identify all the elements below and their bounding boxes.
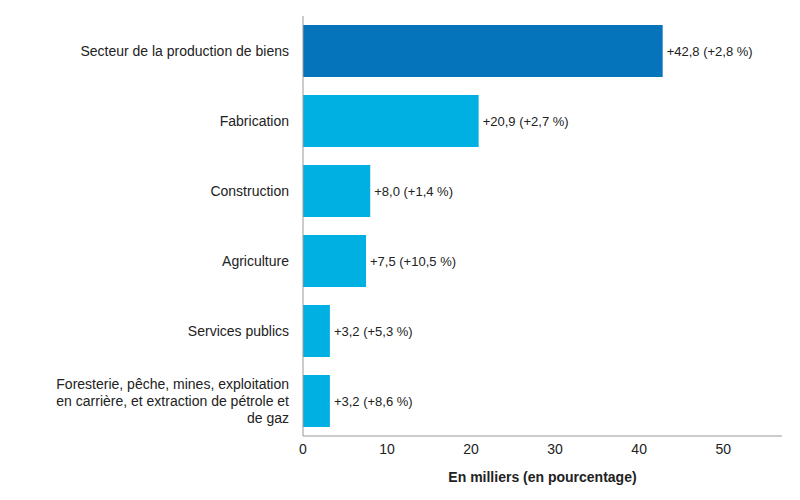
svg-text:Construction: Construction: [210, 183, 289, 199]
svg-text:En milliers (en pourcentage): En milliers (en pourcentage): [448, 469, 636, 485]
svg-text:+3,2 (+5,3 %): +3,2 (+5,3 %): [334, 324, 413, 339]
svg-text:Fabrication: Fabrication: [220, 113, 289, 129]
svg-text:+3,2 (+8,6 %): +3,2 (+8,6 %): [334, 394, 413, 409]
svg-text:+7,5 (+10,5 %): +7,5 (+10,5 %): [370, 254, 456, 269]
svg-text:30: 30: [547, 441, 563, 457]
svg-text:Agriculture: Agriculture: [222, 253, 289, 269]
svg-text:20: 20: [463, 441, 479, 457]
svg-text:0: 0: [299, 441, 307, 457]
svg-text:50: 50: [715, 441, 731, 457]
svg-text:+20,9 (+2,7 %): +20,9 (+2,7 %): [483, 114, 569, 129]
svg-text:Foresterie, pêche, mines, expl: Foresterie, pêche, mines, exploitationen…: [56, 376, 289, 426]
svg-text:10: 10: [379, 441, 395, 457]
svg-text:40: 40: [631, 441, 647, 457]
svg-text:+42,8 (+2,8 %): +42,8 (+2,8 %): [667, 44, 753, 59]
svg-text:+8,0 (+1,4 %): +8,0 (+1,4 %): [374, 184, 453, 199]
svg-text:Services publics: Services publics: [188, 323, 289, 339]
svg-text:Secteur de la production de bi: Secteur de la production de biens: [80, 43, 289, 59]
